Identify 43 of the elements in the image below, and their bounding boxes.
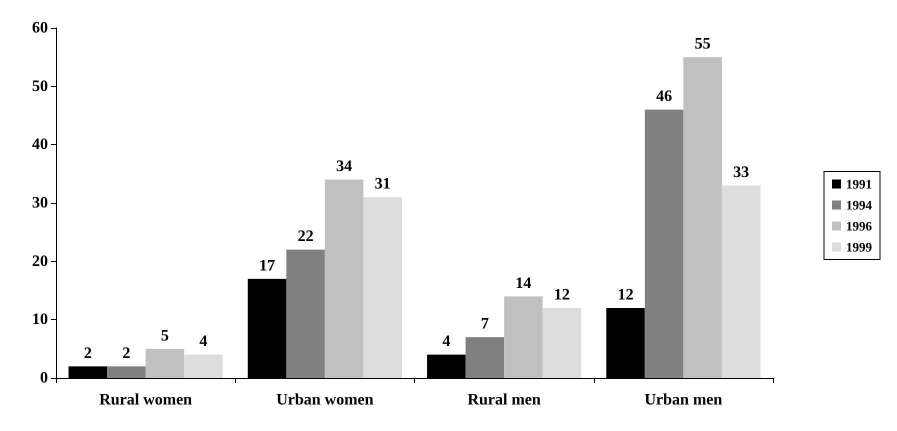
- data-label: 7: [480, 316, 489, 333]
- data-label: 4: [442, 333, 450, 350]
- data-label: 4: [199, 333, 208, 350]
- data-label: 14: [515, 274, 532, 292]
- bar: [363, 197, 402, 378]
- x-tick-label: Rural men: [467, 392, 541, 408]
- x-tick-label: Urban women: [276, 392, 374, 408]
- data-label: 34: [336, 158, 352, 176]
- y-tick-label: 60: [32, 20, 48, 36]
- data-label: 55: [694, 36, 711, 53]
- data-label: 46: [656, 88, 672, 106]
- bar: [107, 366, 146, 378]
- x-tick-label: Rural women: [99, 392, 192, 408]
- y-tick-label: 40: [32, 136, 48, 154]
- legend-label: 1991: [846, 176, 872, 192]
- data-label: 31: [374, 176, 391, 193]
- data-label: 22: [298, 228, 314, 246]
- bar: [542, 308, 582, 378]
- bar: [504, 296, 543, 378]
- data-label: 12: [554, 286, 570, 304]
- bar: [286, 250, 325, 378]
- bar: [146, 348, 184, 378]
- y-tick-label: 0: [40, 370, 48, 386]
- y-tick-label: 10: [32, 311, 48, 328]
- data-label: 33: [733, 164, 750, 181]
- bar: [324, 180, 364, 378]
- y-tick-label: 50: [32, 78, 48, 95]
- bar: [184, 354, 223, 378]
- bar: [683, 57, 722, 378]
- legend-label: 1999: [846, 240, 872, 254]
- legend-label: 1994: [846, 198, 872, 212]
- bar: [466, 337, 504, 378]
- data-label: 17: [259, 257, 276, 274]
- legend-label: 1996: [846, 218, 872, 234]
- data-label: 12: [618, 286, 634, 304]
- bar: [722, 186, 760, 378]
- y-tick-label: 20: [32, 252, 48, 270]
- bar: [644, 110, 684, 378]
- x-tick-label: Urban men: [644, 392, 722, 408]
- data-label: 2: [122, 344, 130, 362]
- y-tick-label: 30: [32, 194, 48, 212]
- data-label: 2: [84, 344, 92, 362]
- data-label: 5: [160, 327, 169, 344]
